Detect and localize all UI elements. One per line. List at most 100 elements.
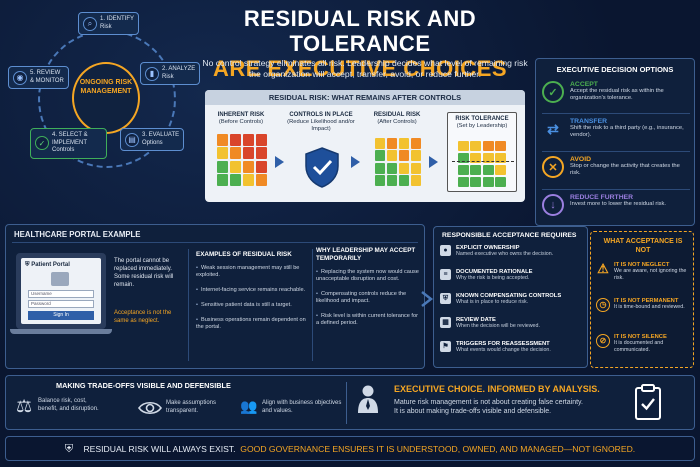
heatmap-cell	[398, 175, 410, 186]
calendar-icon: ▦	[440, 317, 451, 328]
divider	[542, 189, 690, 190]
why-list: Replacing the system now would cause una…	[316, 269, 420, 327]
tradeoffs-title: MAKING TRADE-OFFS VISIBLE AND DEFENSIBLE	[56, 381, 231, 390]
list-item: Weak session management may still be exp…	[196, 265, 308, 279]
username-field[interactable]: Username	[28, 290, 94, 298]
list-item: Internet-facing service remains reachabl…	[196, 287, 308, 294]
eye-icon: ◉	[13, 70, 27, 85]
option-avoid: ✕ AVOID Stop or change the activity that…	[542, 156, 690, 178]
heatmap-cell	[375, 175, 386, 186]
option-desc: Stop or change the activity that creates…	[570, 163, 680, 176]
flag-icon: ⚑	[440, 341, 451, 352]
exec-options-title: EXECUTIVE DECISION OPTIONS	[556, 65, 674, 74]
arrow-right-icon	[351, 156, 360, 168]
inherent-title: INHERENT RISK	[217, 112, 265, 118]
acceptance-item: ≡ DOCUMENTED RATIONALE Why the risk is be…	[440, 269, 585, 282]
heatmap-cell	[255, 134, 267, 146]
lifecycle-center: ONGOING RISK MANAGEMENT	[72, 62, 140, 134]
heatmap-cell	[398, 162, 410, 174]
tolerance-title: RISK TOLERANCE	[455, 116, 509, 122]
healthcare-title: HEALTHCARE PORTAL EXAMPLE	[14, 230, 141, 239]
heatmap-cell	[458, 141, 469, 152]
acceptance-item: ▦ REVIEW DATE When the decision will be r…	[440, 317, 585, 330]
acceptance-not-item: ⚠ IT IS NOT NEGLECT We are aware, not ign…	[596, 262, 692, 281]
tolerance-heatmap	[458, 141, 506, 187]
signin-button[interactable]: Sign In	[28, 311, 94, 320]
user-avatar-icon	[51, 272, 69, 286]
lifecycle-center-label: ONGOING RISK MANAGEMENT	[79, 79, 133, 95]
heatmap-cell	[410, 175, 421, 186]
residual-label: RESIDUAL RISK (After Controls)	[367, 112, 427, 126]
acceptance-not-panel: WHAT ACCEPTANCE IS NOT ⚠ IT IS NOT NEGLE…	[590, 231, 694, 368]
exec-choice-title: EXECUTIVE CHOICE. INFORMED BY ANALYSIS.	[394, 384, 600, 394]
clipboard-icon: ▤	[125, 132, 139, 147]
heatmap-cell	[410, 162, 421, 174]
lifecycle-step-review: ◉ 5. REVIEW & MONITOR	[8, 66, 69, 89]
heatmap-cell	[482, 176, 494, 187]
title-line-2: ARE EXECUTIVE CHOICES	[212, 56, 508, 81]
acceptance-requirements-panel: RESPONSIBLE ACCEPTANCE REQUIRES ● EXPLIC…	[433, 226, 588, 368]
heatmap-cell	[375, 138, 386, 149]
footer-text-b: GOOD GOVERNANCE ENSURES IT IS UNDERSTOOD…	[240, 444, 636, 454]
acceptance-item: ⚑ TRIGGERS FOR REASSESSMENT What events w…	[440, 341, 585, 354]
acceptance-not-title: WHAT ACCEPTANCE IS NOT	[603, 238, 683, 254]
laptop-base	[10, 329, 112, 334]
laptop-screen: ⛨ Patient Portal Username Password Sign …	[16, 253, 106, 329]
tradeoff-item: Balance risk, cost, benefit, and disrupt…	[38, 398, 99, 412]
heatmap-cell	[398, 150, 410, 162]
heatmap-cell	[386, 162, 398, 174]
arrow-right-icon	[275, 156, 284, 168]
eye-slash-icon: ⊘	[596, 334, 610, 348]
page-subtitle: No control strategy eliminates all risk.…	[202, 58, 528, 79]
eye-icon	[138, 401, 162, 415]
inherent-heatmap	[217, 134, 267, 186]
divider	[12, 242, 418, 243]
shield-icon: ⛨	[440, 293, 451, 304]
residual-sub: (After Controls)	[377, 119, 417, 125]
heatmap-cell	[410, 138, 421, 149]
heatmap-cell	[229, 160, 242, 173]
exec-choice-desc: Mature risk management is not about crea…	[394, 398, 614, 416]
heatmap-cell	[255, 174, 267, 186]
portal-title-text: Patient Portal	[31, 262, 70, 268]
heatmap-cell	[458, 152, 469, 164]
acceptance-head: DOCUMENTED RATIONALE	[456, 269, 533, 275]
heatmap-cell	[217, 134, 229, 146]
inherent-sub: (Before Controls)	[218, 119, 264, 125]
heatmap-cell	[229, 174, 242, 186]
heatmap-cell	[217, 160, 229, 173]
step-sub: Risk	[100, 23, 112, 30]
heatmap-cell	[495, 152, 506, 164]
exec-desc-line: It is about making trade-offs visible an…	[394, 408, 552, 415]
acceptance-head: KNOWN COMPENSATING CONTROLS	[456, 293, 562, 299]
tolerance-line	[452, 161, 514, 162]
lifecycle-step-evaluate: ▤ 3. EVALUATE Options	[120, 128, 185, 151]
list-item: Risk level is within current tolerance f…	[316, 313, 420, 327]
acceptance-desc: When the decision will be reviewed.	[456, 323, 540, 329]
healthcare-note: The portal cannot be replaced immediatel…	[114, 258, 174, 288]
heatmap-cell	[470, 176, 482, 187]
acceptance-desc: What is in place to reduce risk.	[456, 299, 529, 305]
acceptance-not-item: ◷ IT IS NOT PERMANENT It is time-bound an…	[596, 298, 692, 312]
option-desc: Invest more to lower the residual risk.	[570, 201, 667, 207]
controls-title: CONTROLS IN PLACE	[289, 112, 353, 118]
acceptance-head: REVIEW DATE	[456, 317, 496, 323]
option-head: TRANSFER	[570, 118, 608, 125]
option-transfer: ⇄ TRANSFER Shift the risk to a third par…	[542, 118, 690, 140]
tradeoff-item: Align with business objectives and value…	[262, 400, 342, 414]
controls-sub: (Reduce Likelihood and/or Impact)	[287, 119, 355, 132]
bar-chart-icon: ▮	[145, 66, 159, 81]
heatmap-cell	[375, 150, 386, 162]
step-sub: Controls	[52, 147, 75, 153]
tolerance-box: RISK TOLERANCE (Set by Leadership)	[447, 112, 517, 192]
password-field[interactable]: Password	[28, 300, 94, 308]
clipboard-check-icon	[635, 384, 661, 420]
divider	[312, 249, 313, 361]
heatmap-cell	[458, 176, 469, 187]
not-desc: It is time-bound and reviewed.	[614, 304, 685, 310]
list-item: Business operations remain dependent on …	[196, 317, 308, 331]
acceptance-desc: Why the risk is being accepted.	[456, 275, 530, 281]
option-head: AVOID	[570, 156, 592, 163]
residual-panel-heading: RESIDUAL RISK: WHAT REMAINS AFTER CONTRO…	[205, 90, 525, 105]
heatmap-cell	[386, 150, 398, 162]
